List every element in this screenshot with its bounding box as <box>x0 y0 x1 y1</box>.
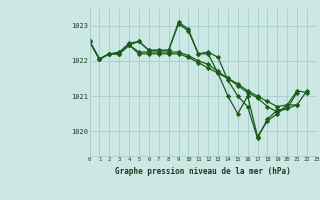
X-axis label: Graphe pression niveau de la mer (hPa): Graphe pression niveau de la mer (hPa) <box>115 167 291 176</box>
